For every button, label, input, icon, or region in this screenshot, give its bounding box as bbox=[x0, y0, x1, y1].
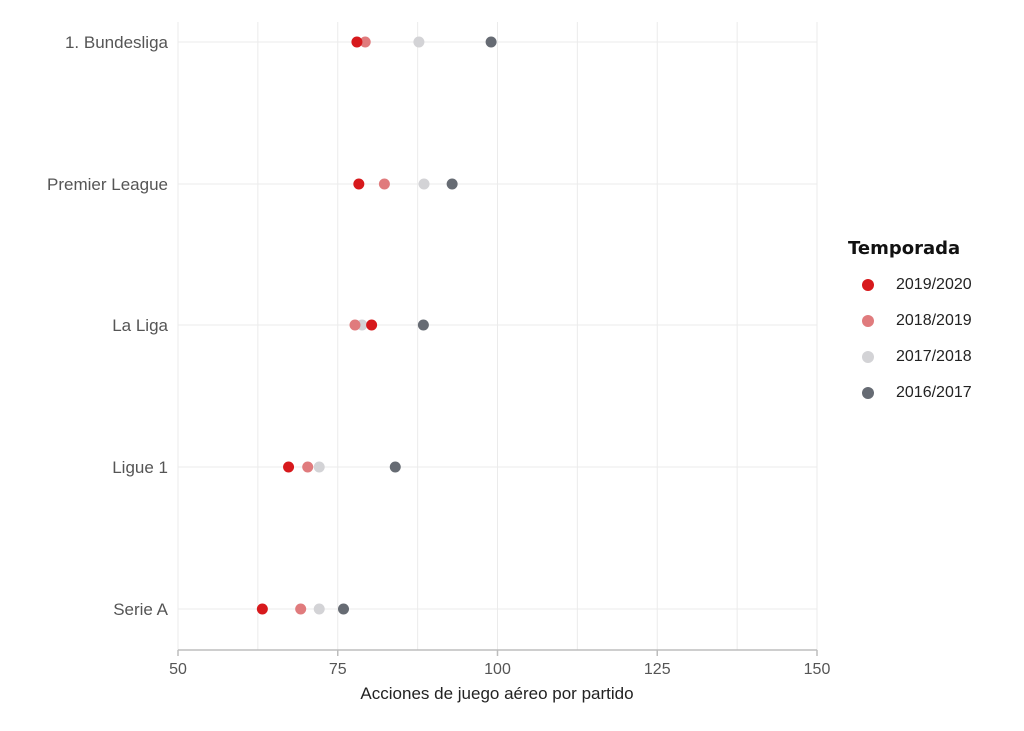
data-point bbox=[295, 603, 307, 615]
y-category-label: La Liga bbox=[112, 316, 168, 335]
data-point bbox=[485, 36, 497, 48]
legend-swatch bbox=[862, 279, 874, 291]
x-tick-label: 125 bbox=[644, 661, 671, 678]
data-point bbox=[351, 36, 363, 48]
legend-label: 2018/2019 bbox=[896, 312, 972, 329]
x-ticks: 50 75 100 125 150 bbox=[169, 650, 830, 678]
legend-label: 2017/2018 bbox=[896, 348, 972, 365]
data-point bbox=[338, 603, 350, 615]
y-category-labels: 1. Bundesliga Premier League La Liga Ligue … bbox=[47, 33, 169, 619]
data-point bbox=[283, 461, 295, 473]
data-point bbox=[349, 319, 361, 331]
x-axis-title: Acciones de juego aéreo por partido bbox=[360, 684, 633, 703]
data-point bbox=[256, 603, 268, 615]
legend-swatch bbox=[862, 387, 874, 399]
y-category-label: 1. Bundesliga bbox=[65, 33, 169, 52]
data-point bbox=[366, 319, 378, 331]
legend: Temporada 2019/2020 2018/2019 2017/2018 201… bbox=[848, 238, 972, 411]
data-point bbox=[389, 461, 401, 473]
x-tick-label: 150 bbox=[804, 661, 831, 678]
legend-swatch bbox=[862, 351, 874, 363]
data-point bbox=[313, 461, 325, 473]
data-point bbox=[418, 178, 430, 190]
grid bbox=[177, 22, 818, 650]
data-point bbox=[359, 36, 371, 48]
data-point bbox=[446, 178, 458, 190]
legend-item: 2016/2017 bbox=[848, 375, 972, 411]
legend-swatch bbox=[862, 315, 874, 327]
y-category-label: Ligue 1 bbox=[112, 458, 168, 477]
legend-label: 2019/2020 bbox=[896, 276, 972, 293]
x-tick-label: 75 bbox=[329, 661, 347, 678]
legend-items: 2019/2020 2018/2019 2017/2018 2016/2017 bbox=[848, 267, 972, 411]
data-point bbox=[378, 178, 390, 190]
legend-label: 2016/2017 bbox=[896, 384, 972, 401]
y-category-label: Serie A bbox=[113, 600, 168, 619]
y-category-label: Premier League bbox=[47, 175, 168, 194]
x-tick-label: 50 bbox=[169, 661, 187, 678]
x-tick-label: 100 bbox=[484, 661, 511, 678]
data-point bbox=[413, 36, 425, 48]
legend-title: Temporada bbox=[848, 238, 961, 259]
data-point bbox=[417, 319, 429, 331]
legend-item: 2018/2019 bbox=[848, 303, 972, 339]
data-point bbox=[353, 178, 365, 190]
data-point bbox=[313, 603, 325, 615]
data-points bbox=[256, 36, 497, 615]
legend-item: 2017/2018 bbox=[848, 339, 972, 375]
legend-item: 2019/2020 bbox=[848, 267, 972, 303]
data-point bbox=[302, 461, 314, 473]
